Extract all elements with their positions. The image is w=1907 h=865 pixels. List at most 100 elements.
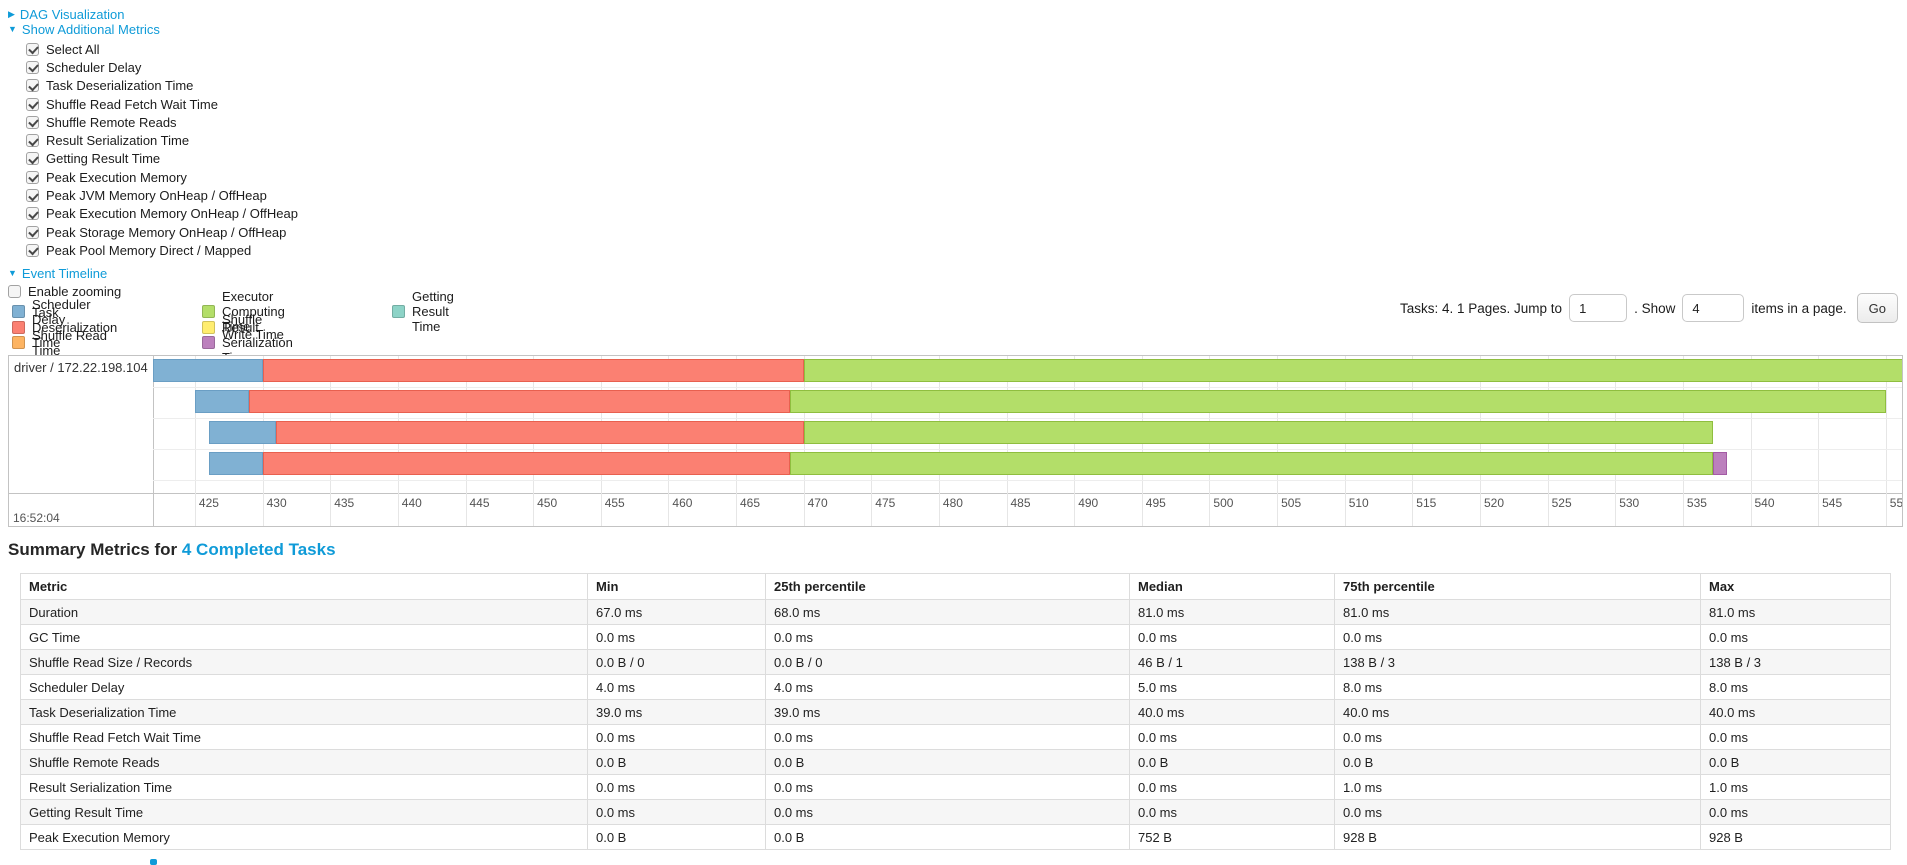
- metric-checkbox-shuffle-read-fetch-wait-time[interactable]: [26, 97, 39, 111]
- metric-option-getting-result-time: Getting Result Time: [26, 150, 298, 168]
- legend-item-shuffle-read-time: Shuffle Read Time: [12, 328, 117, 358]
- task-0-segment-executor-computing[interactable]: [803, 359, 1902, 382]
- task-3-segment-executor-computing[interactable]: [790, 452, 1713, 475]
- collapsed-arrow-icon: ▶: [8, 9, 15, 19]
- metric-option-peak-pool-memory-direct-mapped: Peak Pool Memory Direct / Mapped: [26, 241, 298, 259]
- metric-name-cell: Shuffle Remote Reads: [20, 749, 588, 775]
- legend-label: Task Deserialization Time: [32, 304, 118, 350]
- axis-tick-label: 490: [1078, 496, 1099, 510]
- metric-value-cell: 68.0 ms: [765, 599, 1130, 625]
- legend-label: Getting Result Time: [412, 289, 454, 335]
- metric-checkbox-scheduler-delay[interactable]: [26, 60, 39, 74]
- metric-value-cell: 81.0 ms: [1700, 599, 1891, 625]
- metric-value-cell: 0.0 B: [1129, 749, 1335, 775]
- clipped-next-section-fragment: [150, 859, 157, 865]
- metric-option-shuffle-remote-reads: Shuffle Remote Reads: [26, 113, 298, 131]
- task-0-segment-scheduler-delay[interactable]: [153, 359, 263, 382]
- jump-to-page-input[interactable]: [1569, 294, 1628, 322]
- legend-label: Executor Computing Time: [222, 289, 285, 335]
- metric-option-select-all: Select All: [26, 40, 298, 58]
- metric-name-cell: Shuffle Read Size / Records: [20, 649, 588, 675]
- metric-name-cell: Getting Result Time: [20, 799, 588, 825]
- executor-group-label: driver / 172.22.198.104: [14, 360, 148, 375]
- metric-value-cell: 0.0 ms: [765, 624, 1130, 650]
- task-3-segment-task-deserialization[interactable]: [262, 452, 791, 475]
- task-deserialization-time-color-swatch-icon: [12, 320, 25, 334]
- legend-item-task-deserialization-time: Task Deserialization Time: [12, 305, 117, 350]
- metric-checkbox-peak-execution-memory-onheap-offheap[interactable]: [26, 207, 39, 221]
- metric-value-cell: 0.0 ms: [1334, 624, 1701, 650]
- metric-value-cell: 0.0 ms: [1129, 799, 1335, 825]
- task-2-segment-executor-computing[interactable]: [803, 421, 1713, 444]
- metric-name-cell: Result Serialization Time: [20, 774, 588, 800]
- column-header-metric: Metric: [20, 573, 588, 600]
- metric-checkbox-label: Scheduler Delay: [46, 59, 142, 75]
- metric-name-cell: Shuffle Read Fetch Wait Time: [20, 724, 588, 750]
- task-1-segment-scheduler-delay[interactable]: [194, 390, 249, 413]
- legend-label: Shuffle Read Time: [32, 327, 107, 358]
- metric-value-cell: 0.0 ms: [1334, 799, 1701, 825]
- metric-checkbox-peak-jvm-memory-onheap-offheap[interactable]: [26, 189, 39, 203]
- task-3-segment-scheduler-delay[interactable]: [208, 452, 263, 475]
- metric-checkbox-peak-execution-memory[interactable]: [26, 170, 39, 184]
- metric-option-result-serialization-time: Result Serialization Time: [26, 131, 298, 149]
- metric-checkbox-peak-pool-memory-direct-mapped[interactable]: [26, 243, 39, 257]
- legend-label: Shuffle Write Time: [222, 312, 284, 343]
- task-3-segment-result-serialization[interactable]: [1712, 452, 1728, 475]
- legend-item-scheduler-delay: Scheduler Delay: [12, 297, 117, 327]
- column-header-max: Max: [1700, 573, 1891, 600]
- summary-metrics-heading: Summary Metrics for 4 Completed Tasks: [8, 540, 336, 560]
- shuffle-write-time-color-swatch-icon: [202, 320, 215, 334]
- task-1-segment-task-deserialization[interactable]: [249, 390, 791, 413]
- metric-option-peak-jvm-memory-onheap-offheap: Peak JVM Memory OnHeap / OffHeap: [26, 186, 298, 204]
- dag-visualization-toggle[interactable]: ▶ DAG Visualization: [8, 7, 124, 22]
- task-0-segment-task-deserialization[interactable]: [262, 359, 804, 382]
- metric-checkbox-shuffle-remote-reads[interactable]: [26, 115, 39, 129]
- metric-value-cell: 0.0 ms: [587, 724, 766, 750]
- task-2-segment-task-deserialization[interactable]: [276, 421, 804, 444]
- pagination-mid-text: . Show: [1634, 300, 1676, 316]
- axis-tick-label: 545: [1822, 496, 1843, 510]
- metric-option-scheduler-delay: Scheduler Delay: [26, 58, 298, 76]
- summary-heading-text: Summary Metrics for: [8, 540, 178, 559]
- table-header-row: Metric Min 25th percentile Median 75th perce…: [20, 573, 1891, 600]
- table-row-scheduler-delay: Scheduler Delay 4.0 ms 4.0 ms 5.0 ms 8.0 ms 8…: [20, 674, 1891, 700]
- metric-option-shuffle-read-fetch-wait-time: Shuffle Read Fetch Wait Time: [26, 95, 298, 113]
- legend-column: Getting Result Time: [392, 289, 454, 334]
- summary-metrics-table: Metric Min 25th percentile Median 75th perce…: [20, 573, 1891, 850]
- metric-checkbox-select-all[interactable]: [26, 42, 39, 56]
- task-2-segment-scheduler-delay[interactable]: [208, 421, 277, 444]
- metric-value-cell: 0.0 ms: [765, 799, 1130, 825]
- metric-checkbox-label: Peak JVM Memory OnHeap / OffHeap: [46, 188, 267, 204]
- legend-column: Scheduler Delay Task Deserialization Time…: [12, 297, 117, 358]
- metric-value-cell: 928 B: [1334, 824, 1701, 850]
- go-button[interactable]: Go: [1856, 293, 1898, 323]
- metric-checkbox-peak-storage-memory-onheap-offheap[interactable]: [26, 225, 39, 239]
- event-timeline-toggle[interactable]: ▼ Event Timeline: [8, 266, 107, 281]
- metric-value-cell: 1.0 ms: [1700, 774, 1891, 800]
- column-header-min: Min: [587, 573, 766, 600]
- metric-value-cell: 8.0 ms: [1700, 674, 1891, 700]
- metric-checkbox-label: Peak Execution Memory: [46, 169, 187, 185]
- metric-value-cell: 46 B / 1: [1129, 649, 1335, 675]
- legend-label: Result Serialization Time: [222, 320, 293, 365]
- metric-checkbox-result-serialization-time[interactable]: [26, 134, 39, 148]
- task-1-segment-executor-computing[interactable]: [790, 390, 1886, 413]
- enable-zooming-checkbox[interactable]: [8, 285, 21, 298]
- metric-checkbox-label: Shuffle Remote Reads: [46, 114, 177, 130]
- metric-checkbox-label: Select All: [46, 41, 100, 57]
- metric-value-cell: 0.0 B: [1334, 749, 1701, 775]
- table-row-task-deserialization-time: Task Deserialization Time 39.0 ms 39.0 ms 4…: [20, 699, 1891, 725]
- axis-tick-label: 480: [942, 496, 963, 510]
- metric-checkbox-task-deserialization-time[interactable]: [26, 79, 39, 93]
- event-timeline-label: Event Timeline: [21, 266, 108, 281]
- show-additional-metrics-toggle[interactable]: ▼ Show Additional Metrics: [8, 22, 160, 37]
- completed-tasks-link[interactable]: 4 Completed Tasks: [181, 540, 336, 559]
- axis-major-label: 16:52:04: [13, 511, 60, 525]
- metric-value-cell: 0.0 B / 0: [587, 649, 766, 675]
- metric-checkbox-getting-result-time[interactable]: [26, 152, 39, 166]
- axis-tick-label: 550: [1889, 496, 1903, 510]
- metric-value-cell: 0.0 B: [587, 749, 766, 775]
- column-header-75th-percentile: 75th percentile: [1334, 573, 1701, 600]
- items-per-page-input[interactable]: [1682, 294, 1745, 322]
